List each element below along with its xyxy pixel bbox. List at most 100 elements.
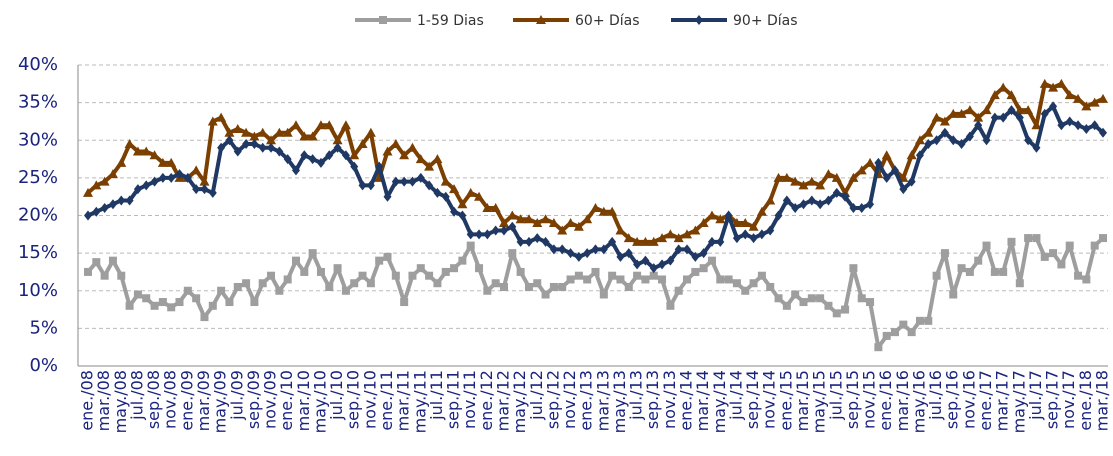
- marker: [1082, 123, 1091, 134]
- marker: [483, 229, 492, 240]
- x-tick-label: jul./10: [327, 370, 346, 421]
- marker: [716, 236, 725, 247]
- marker: [208, 301, 217, 310]
- marker: [924, 139, 933, 150]
- marker: [390, 139, 401, 149]
- marker: [1015, 112, 1024, 123]
- marker: [141, 146, 152, 156]
- marker: [648, 236, 659, 246]
- marker: [92, 258, 101, 267]
- marker: [508, 221, 517, 232]
- marker: [765, 195, 776, 205]
- marker: [666, 301, 675, 310]
- marker: [824, 301, 833, 310]
- x-tick-label: nov./08: [161, 370, 180, 429]
- y-tick-label: 5%: [29, 317, 58, 338]
- marker: [866, 298, 875, 307]
- marker: [724, 275, 733, 284]
- marker: [383, 252, 392, 261]
- marker: [674, 286, 683, 295]
- marker: [283, 154, 292, 165]
- marker: [290, 120, 301, 130]
- marker: [350, 161, 359, 172]
- marker: [440, 176, 451, 186]
- marker: [706, 210, 717, 220]
- marker: [333, 264, 342, 273]
- marker: [83, 187, 93, 197]
- marker: [425, 271, 434, 280]
- marker: [583, 275, 592, 284]
- marker: [425, 180, 434, 191]
- marker: [257, 127, 268, 137]
- marker: [1098, 93, 1108, 103]
- y-tick-label: 40%: [18, 54, 58, 75]
- x-tick-label: sep./16: [943, 370, 962, 429]
- marker: [533, 233, 542, 244]
- marker: [691, 251, 700, 262]
- marker: [450, 206, 459, 217]
- x-tick-label: may./11: [410, 370, 429, 433]
- x-tick-label: mar./15: [793, 370, 812, 431]
- marker: [241, 127, 252, 137]
- marker: [690, 225, 701, 235]
- marker: [849, 202, 858, 213]
- marker: [774, 210, 783, 221]
- marker: [815, 180, 826, 190]
- marker: [806, 176, 817, 186]
- marker: [1023, 105, 1034, 115]
- marker: [200, 184, 209, 195]
- marker: [1024, 135, 1033, 146]
- marker: [217, 286, 226, 295]
- x-tick-label: sep./12: [543, 370, 562, 429]
- marker: [350, 279, 359, 288]
- marker: [1090, 120, 1099, 131]
- marker: [674, 244, 683, 255]
- y-tick-label: 25%: [18, 167, 58, 188]
- marker: [523, 214, 534, 224]
- marker: [282, 127, 293, 137]
- marker: [748, 221, 759, 231]
- marker: [541, 290, 550, 299]
- marker: [465, 187, 476, 197]
- x-tick-label: mar./18: [1093, 370, 1112, 431]
- marker: [116, 157, 127, 167]
- marker: [915, 316, 924, 325]
- marker: [91, 180, 102, 190]
- marker: [482, 202, 493, 212]
- marker: [798, 180, 809, 190]
- marker: [791, 290, 800, 299]
- marker: [658, 275, 667, 284]
- x-tick-label: mar./17: [993, 370, 1012, 431]
- marker: [433, 187, 442, 198]
- marker: [832, 309, 841, 318]
- legend-label: 1-59 Dias: [417, 13, 484, 29]
- marker: [466, 241, 475, 250]
- marker: [524, 282, 533, 291]
- marker: [333, 142, 342, 153]
- marker: [1065, 241, 1074, 250]
- marker: [990, 112, 999, 123]
- marker: [299, 131, 310, 141]
- marker: [732, 233, 741, 244]
- marker: [816, 294, 825, 303]
- marker: [457, 199, 468, 209]
- marker: [1082, 275, 1091, 284]
- marker: [192, 184, 201, 195]
- marker: [695, 15, 703, 25]
- marker: [379, 16, 387, 24]
- marker: [266, 135, 277, 145]
- marker: [315, 120, 326, 130]
- marker: [882, 331, 891, 340]
- x-tick-label: jul./08: [127, 370, 146, 421]
- marker: [524, 236, 533, 247]
- marker: [891, 165, 900, 176]
- marker: [591, 267, 600, 276]
- marker: [515, 214, 526, 224]
- marker: [1081, 101, 1092, 111]
- marker: [233, 146, 242, 157]
- marker: [474, 191, 485, 201]
- marker: [133, 290, 142, 299]
- marker: [799, 298, 808, 307]
- marker: [1049, 249, 1058, 258]
